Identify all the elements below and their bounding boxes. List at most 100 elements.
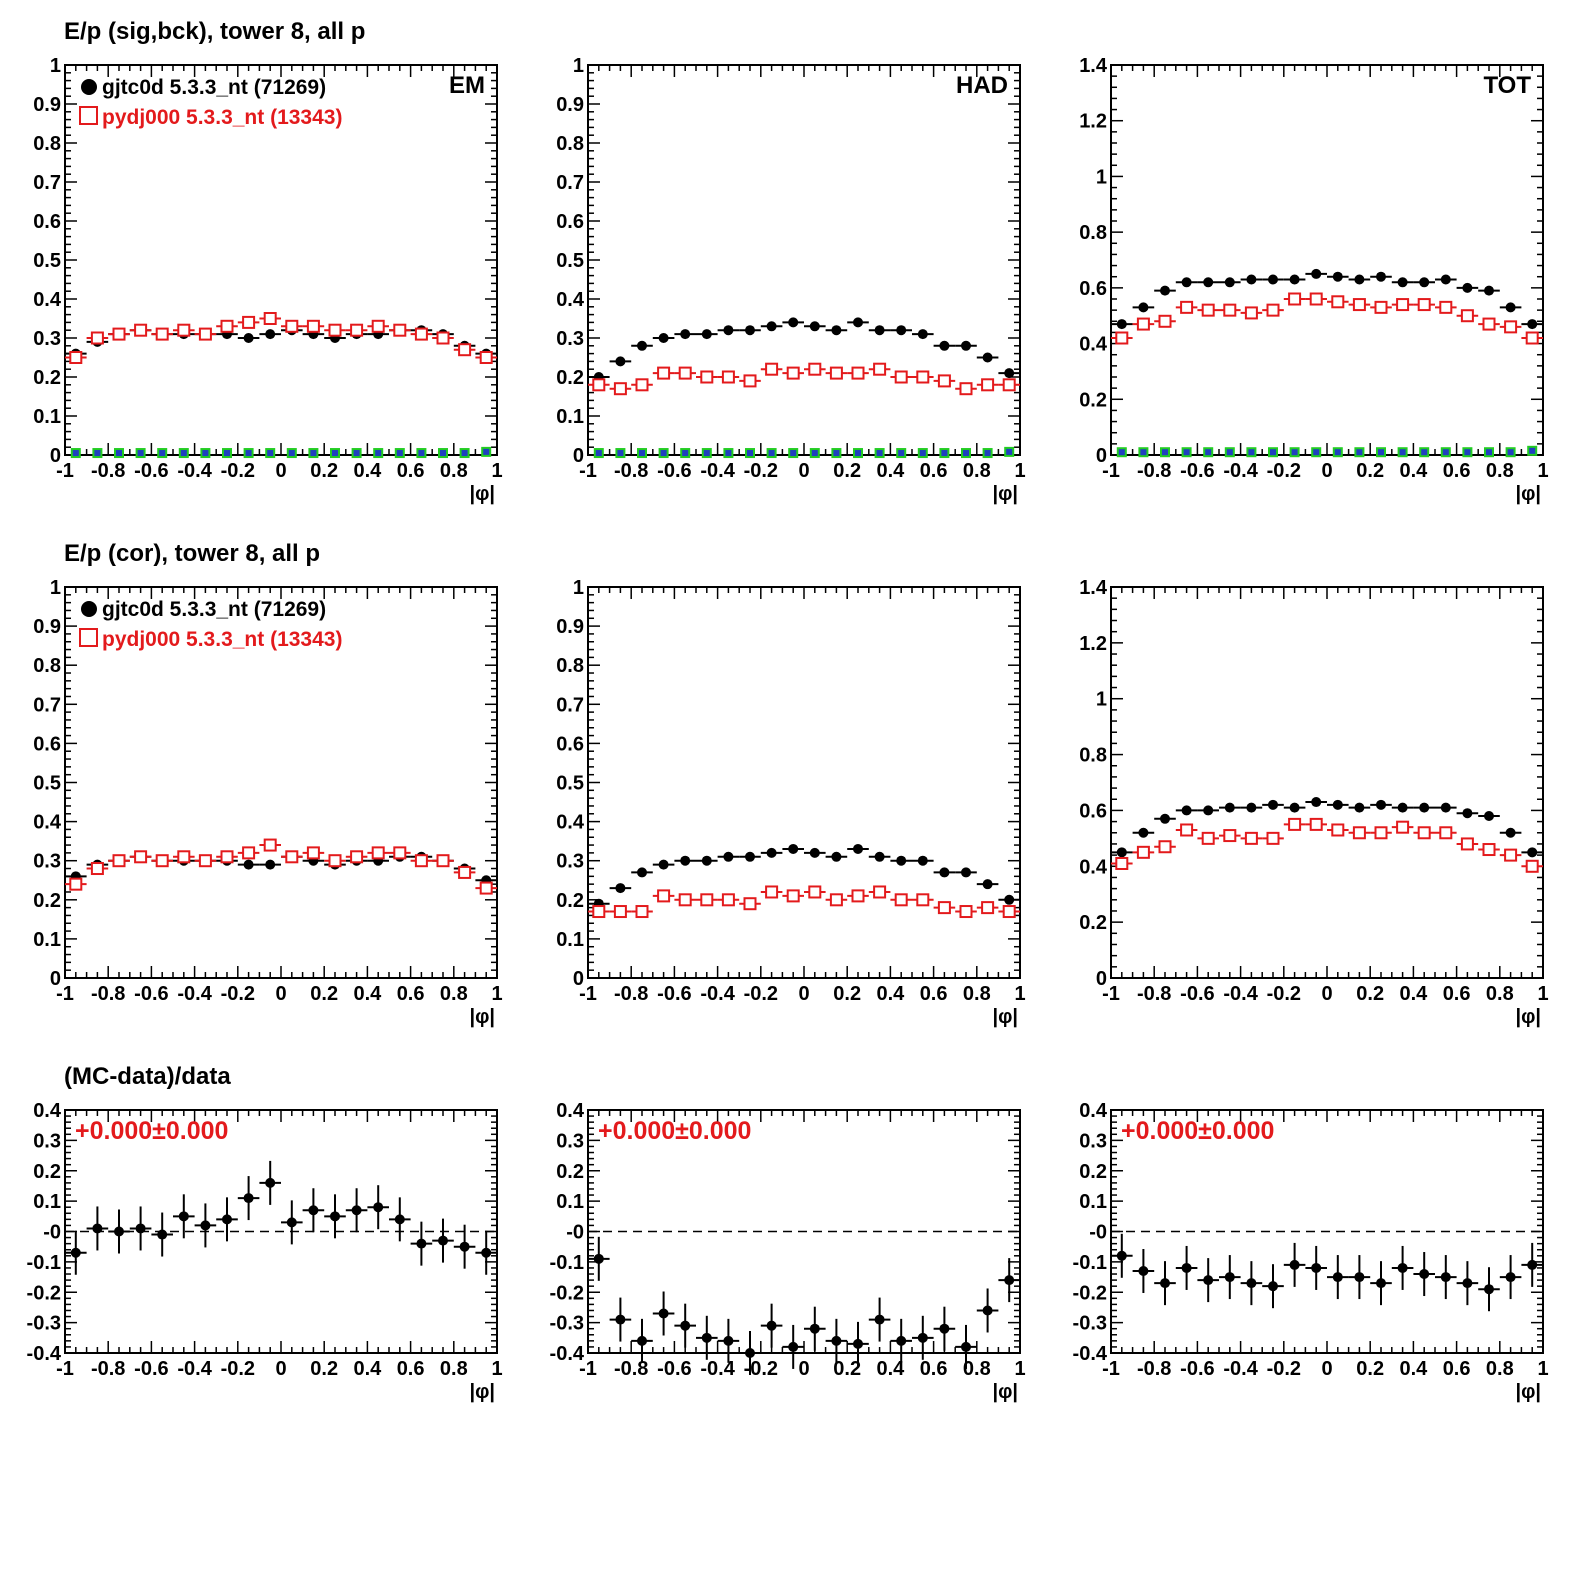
data-point (766, 321, 777, 332)
mc-point (678, 893, 692, 907)
background-point (1289, 447, 1300, 458)
mc-point (69, 877, 83, 891)
y-tick-label: 0.6 (33, 211, 61, 233)
mc-point (414, 327, 428, 341)
ratio-point (200, 1220, 211, 1231)
x-tick-label: 0 (1321, 1358, 1332, 1380)
mc-point (808, 362, 822, 376)
mc-point (1288, 817, 1302, 831)
background-point (1181, 447, 1192, 458)
mc-point (873, 885, 887, 899)
x-tick-label: 0.6 (397, 983, 425, 1005)
y-tick-label: 0.7 (556, 172, 584, 194)
mc-point (959, 905, 973, 919)
background-point (178, 448, 189, 459)
x-tick-label: -0.2 (744, 1358, 778, 1380)
y-tick-label: -0.4 (550, 1343, 585, 1365)
x-tick-label: -0.2 (1267, 983, 1301, 1005)
data-point (1311, 797, 1322, 808)
ratio-point (416, 1238, 427, 1249)
mc-point (263, 838, 277, 852)
ratio-point (243, 1193, 254, 1204)
x-tick-label: 1 (1014, 460, 1025, 482)
x-axis-title: |φ| (470, 483, 496, 505)
x-tick-label: 0.4 (1399, 983, 1428, 1005)
background-point (157, 448, 168, 459)
mc-point (613, 382, 627, 396)
x-tick-label: 0.6 (1443, 1358, 1471, 1380)
data-point (809, 847, 820, 858)
mc-point (328, 323, 342, 337)
data-point (637, 867, 647, 878)
y-tick-label: 0.1 (33, 1191, 61, 1213)
y-tick-label: -0.3 (550, 1313, 584, 1335)
x-tick-label: 0.4 (1399, 460, 1428, 482)
data-point (680, 329, 691, 340)
y-tick-label: 0.6 (1079, 278, 1107, 300)
mc-point (134, 323, 148, 337)
x-tick-label: 0.2 (310, 1358, 338, 1380)
mc-point (743, 897, 757, 911)
mc-point (436, 331, 450, 345)
ratio-point (831, 1335, 842, 1346)
background-point (680, 448, 691, 459)
y-tick-label: 0.9 (33, 94, 61, 116)
data-point (701, 329, 712, 340)
y-tick-label: 0.9 (33, 616, 61, 638)
x-tick-label: 0.4 (353, 460, 382, 482)
mc-point (1136, 317, 1150, 331)
y-tick-label: 0.2 (556, 890, 584, 912)
ratio-point (982, 1305, 993, 1316)
mc-point (1504, 848, 1518, 862)
y-tick-label: 0.2 (556, 367, 584, 389)
x-tick-label: 0.6 (397, 460, 425, 482)
y-tick-label: 1.2 (1079, 111, 1107, 133)
y-tick-label: 0.5 (33, 250, 61, 272)
data-point (1397, 802, 1408, 813)
x-tick-label: 0.4 (353, 1358, 382, 1380)
mc-point (1002, 905, 1016, 919)
data-point (1376, 271, 1386, 282)
y-tick-label: 1 (50, 577, 61, 599)
mc-point (700, 893, 714, 907)
ratio-point (788, 1341, 799, 1352)
mc-point (458, 865, 472, 879)
y-tick-label: 0.3 (33, 851, 61, 873)
ratio-point (157, 1229, 168, 1240)
y-tick-label: 0.4 (33, 289, 62, 311)
background-point (961, 448, 971, 459)
x-tick-label: 0.6 (920, 460, 948, 482)
x-tick-label: -0.4 (1223, 1358, 1258, 1380)
x-tick-label: -0.8 (614, 460, 648, 482)
y-tick-label: -0.2 (550, 1282, 584, 1304)
y-tick-label: -0.3 (1073, 1313, 1107, 1335)
ratio-point (1203, 1275, 1214, 1286)
background-point (1268, 447, 1278, 458)
mc-point (479, 351, 493, 364)
data-point (1268, 274, 1278, 285)
ratio-point (1268, 1281, 1278, 1292)
data-point (788, 843, 799, 854)
x-tick-label: 0.4 (1399, 1358, 1428, 1380)
y-tick-label: 0.3 (556, 328, 584, 350)
y-tick-label: 0.4 (556, 812, 585, 834)
mc-point (1158, 314, 1172, 328)
ratio-point (481, 1247, 492, 1258)
x-tick-label: 0 (275, 983, 286, 1005)
data-point (982, 352, 993, 363)
background-point (114, 448, 124, 459)
y-tick-label: 0.4 (1079, 334, 1108, 356)
background-point (222, 448, 232, 459)
background-point (917, 448, 928, 459)
data-point (1484, 285, 1494, 296)
mc-point (635, 905, 649, 919)
data-point (1484, 811, 1494, 822)
data-point (853, 843, 863, 854)
data-point (1203, 805, 1214, 816)
x-tick-label: 0.2 (833, 460, 861, 482)
data-point (896, 325, 907, 336)
mc-point (112, 327, 126, 341)
plot-frame-cor-tot (1110, 586, 1544, 979)
y-tick-label: 0.7 (556, 694, 584, 716)
background-point (243, 448, 254, 459)
